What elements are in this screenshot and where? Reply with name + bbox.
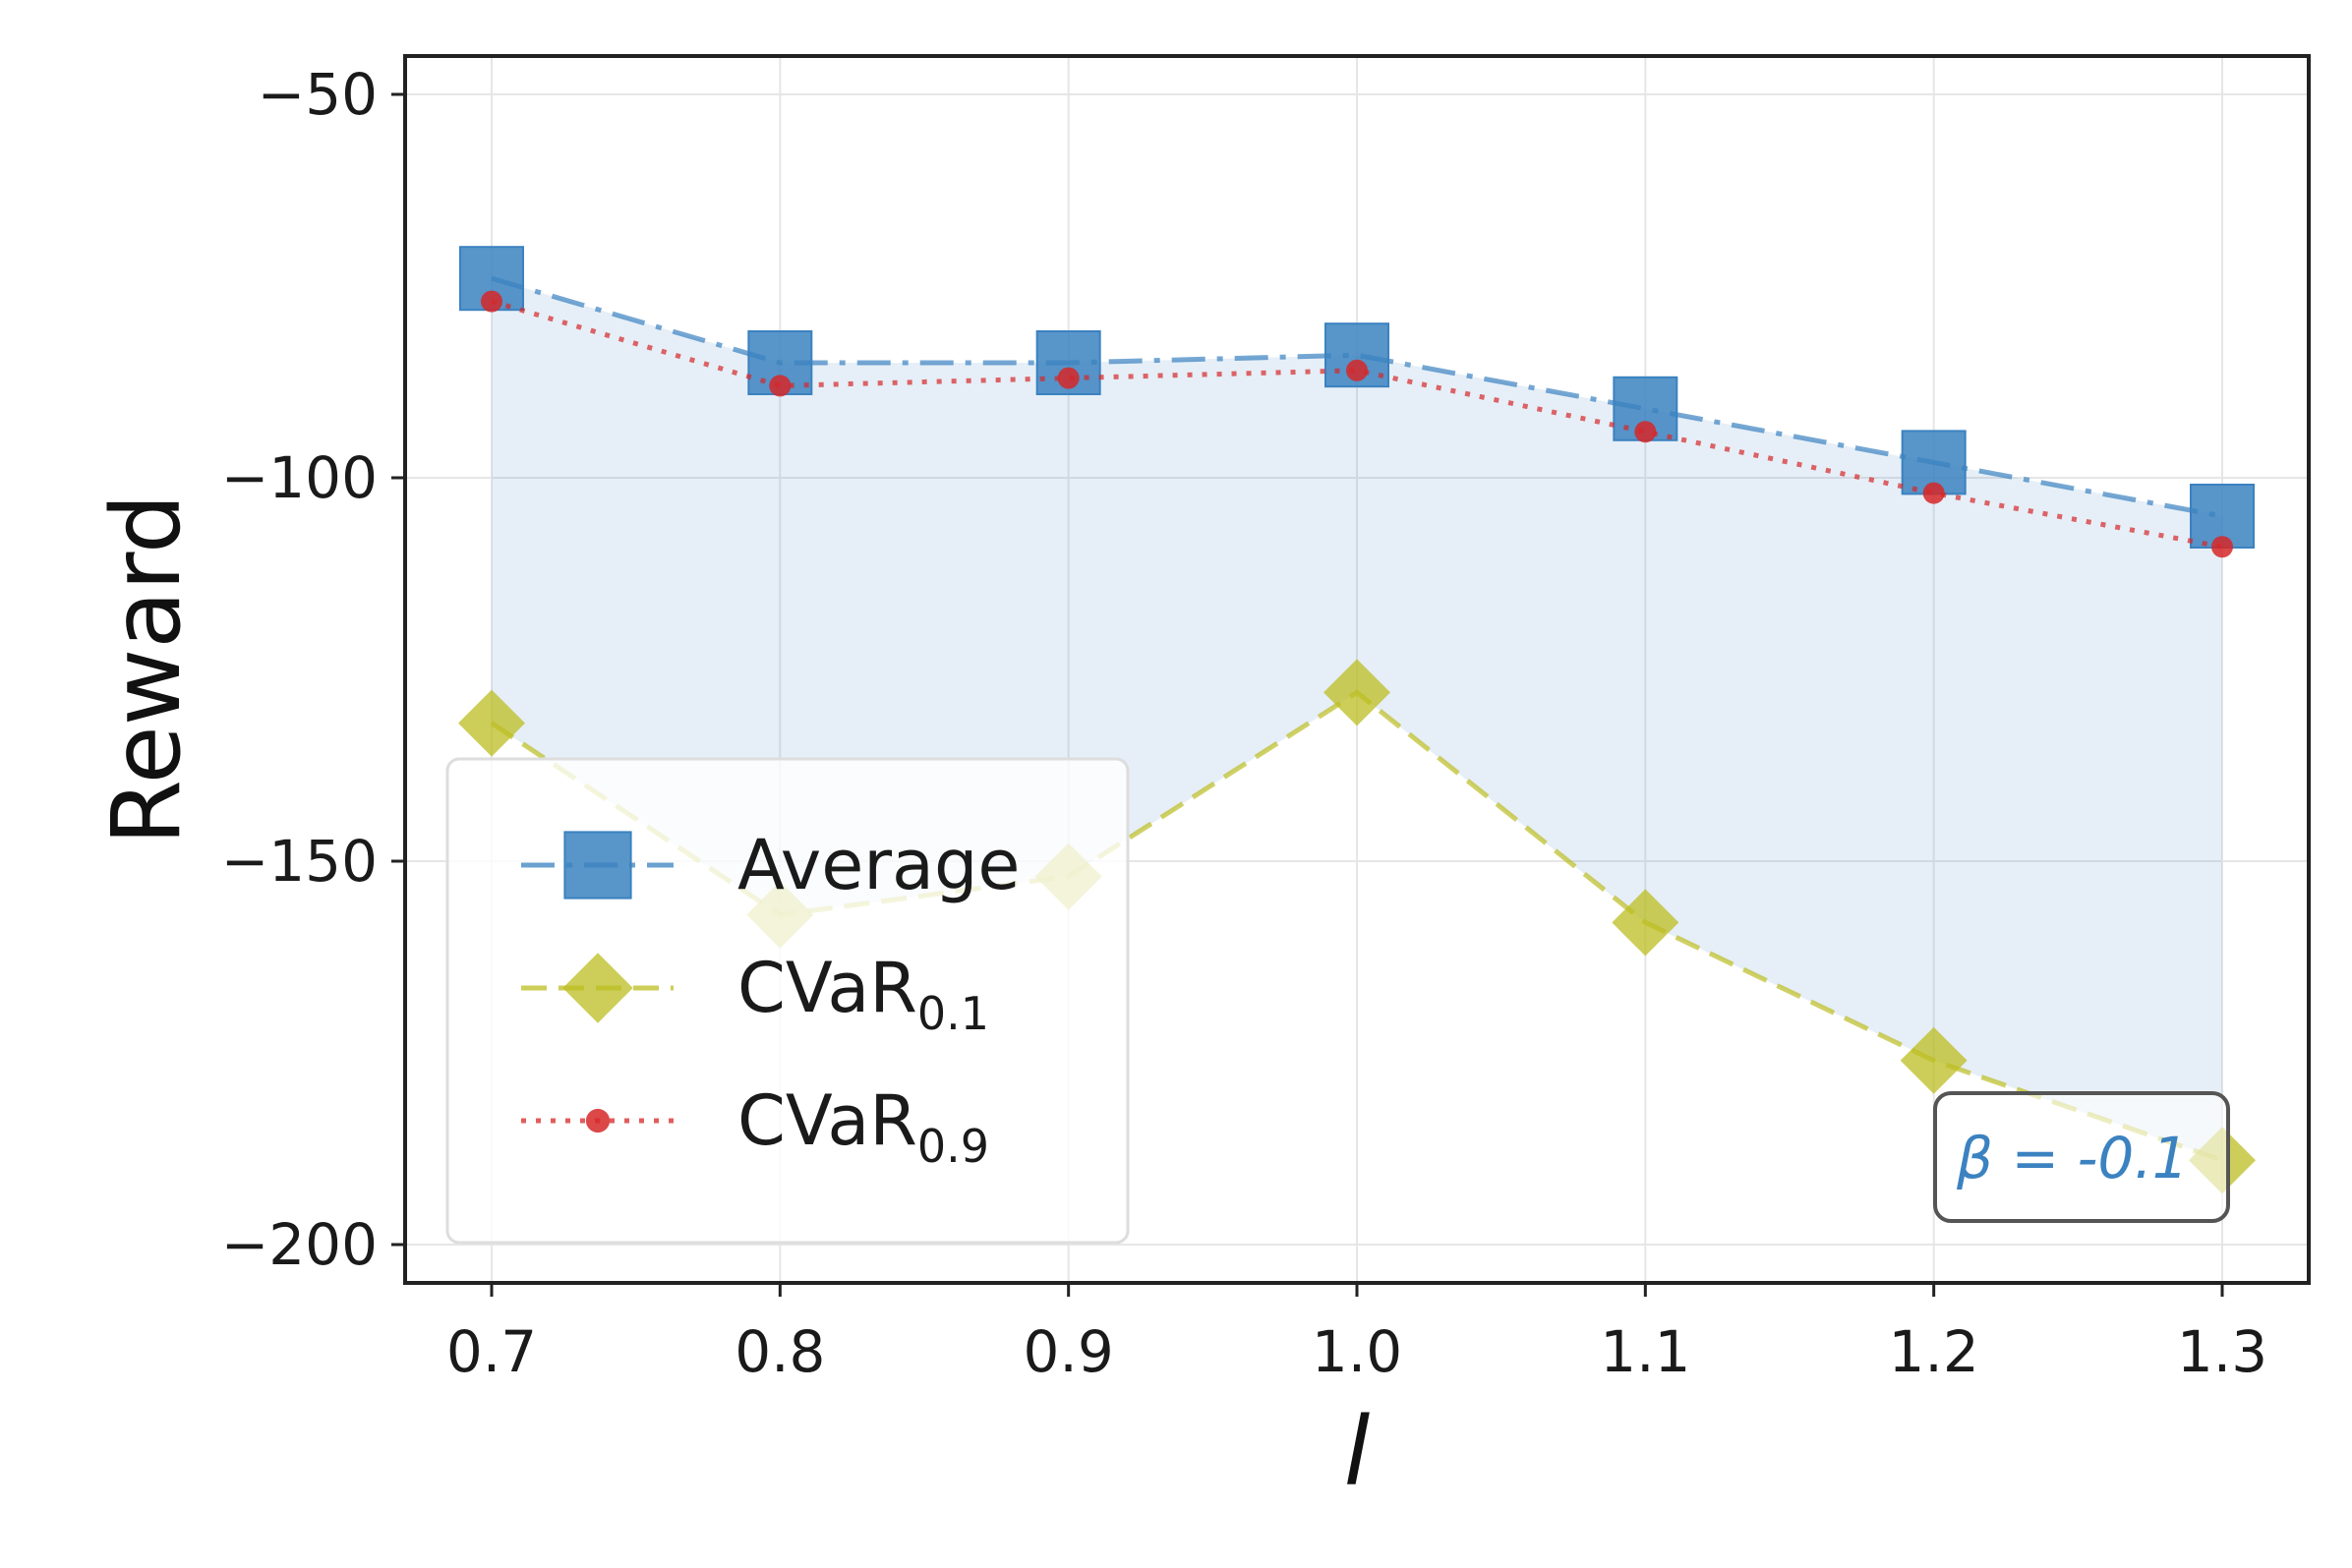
point-average-5 bbox=[1901, 430, 1967, 495]
x-tick-label-3: 1.0 bbox=[1312, 1318, 1402, 1385]
x-tick-label-2: 0.9 bbox=[1024, 1318, 1114, 1385]
x-axis-title: l bbox=[1344, 1397, 1371, 1507]
x-tick-label-6: 1.3 bbox=[2177, 1318, 2267, 1385]
legend-label-sub-cvar-0-1: 0.1 bbox=[917, 987, 989, 1040]
point-cvar-0-9-1 bbox=[769, 375, 792, 397]
x-tick-label-4: 1.1 bbox=[1600, 1318, 1690, 1385]
y-axis-ticks: −50 −100 −150 −200 bbox=[221, 61, 405, 1278]
y-tick-label-2: −150 bbox=[221, 828, 378, 895]
point-cvar-0-9-2 bbox=[1057, 367, 1080, 389]
legend-label-cvar-0-1: CVaR0.1 bbox=[737, 948, 989, 1040]
beta-annotation: β = -0.1 bbox=[1933, 1091, 2230, 1223]
legend-marker-average bbox=[563, 831, 632, 900]
point-cvar-0-9-3 bbox=[1346, 359, 1368, 381]
point-cvar-0-9-6 bbox=[2211, 536, 2233, 558]
series-cvar-0-9 bbox=[481, 290, 2233, 558]
grid bbox=[405, 56, 2309, 1283]
band-area bbox=[492, 278, 2222, 1161]
legend-label-cvar-0-9: CVaR0.9 bbox=[737, 1080, 989, 1173]
y-tick-label-1: −100 bbox=[221, 444, 378, 511]
point-cvar-0-9-4 bbox=[1634, 421, 1657, 443]
legend-label-average: Average bbox=[737, 825, 1020, 905]
point-cvar-0-9-0 bbox=[481, 290, 502, 313]
legend-marker-cvar-0-1 bbox=[562, 953, 633, 1023]
x-axis-ticks: 0.7 0.8 0.9 1.0 1.1 1.2 1.3 bbox=[446, 1283, 2267, 1385]
x-tick-label-5: 1.2 bbox=[1889, 1318, 1979, 1385]
y-axis-title: Reward bbox=[91, 494, 202, 845]
shaded-band bbox=[492, 278, 2222, 1161]
y-tick-label-0: −50 bbox=[258, 61, 378, 128]
point-cvar-0-9-5 bbox=[1922, 482, 1945, 504]
legend-label-main-cvar-0-1: CVaR bbox=[737, 948, 917, 1028]
point-cvar-0-1-5 bbox=[1900, 1026, 1968, 1094]
x-tick-label-0: 0.7 bbox=[446, 1318, 537, 1385]
annotation-text: β = -0.1 bbox=[1956, 1125, 2189, 1191]
point-cvar-0-1-4 bbox=[1612, 889, 1679, 957]
point-cvar-0-1-3 bbox=[1323, 659, 1390, 726]
legend-label-sub-cvar-0-9: 0.9 bbox=[917, 1120, 989, 1173]
annotation-box bbox=[1933, 1091, 2230, 1223]
x-tick-label-1: 0.8 bbox=[735, 1318, 825, 1385]
y-tick-label-3: −200 bbox=[221, 1211, 378, 1278]
point-cvar-0-1-0 bbox=[458, 689, 525, 757]
legend-label-main-average: Average bbox=[737, 825, 1020, 905]
legend-marker-cvar-0-9 bbox=[585, 1108, 611, 1133]
series-average bbox=[459, 246, 2255, 549]
legend-label-main-cvar-0-9: CVaR bbox=[737, 1080, 917, 1161]
